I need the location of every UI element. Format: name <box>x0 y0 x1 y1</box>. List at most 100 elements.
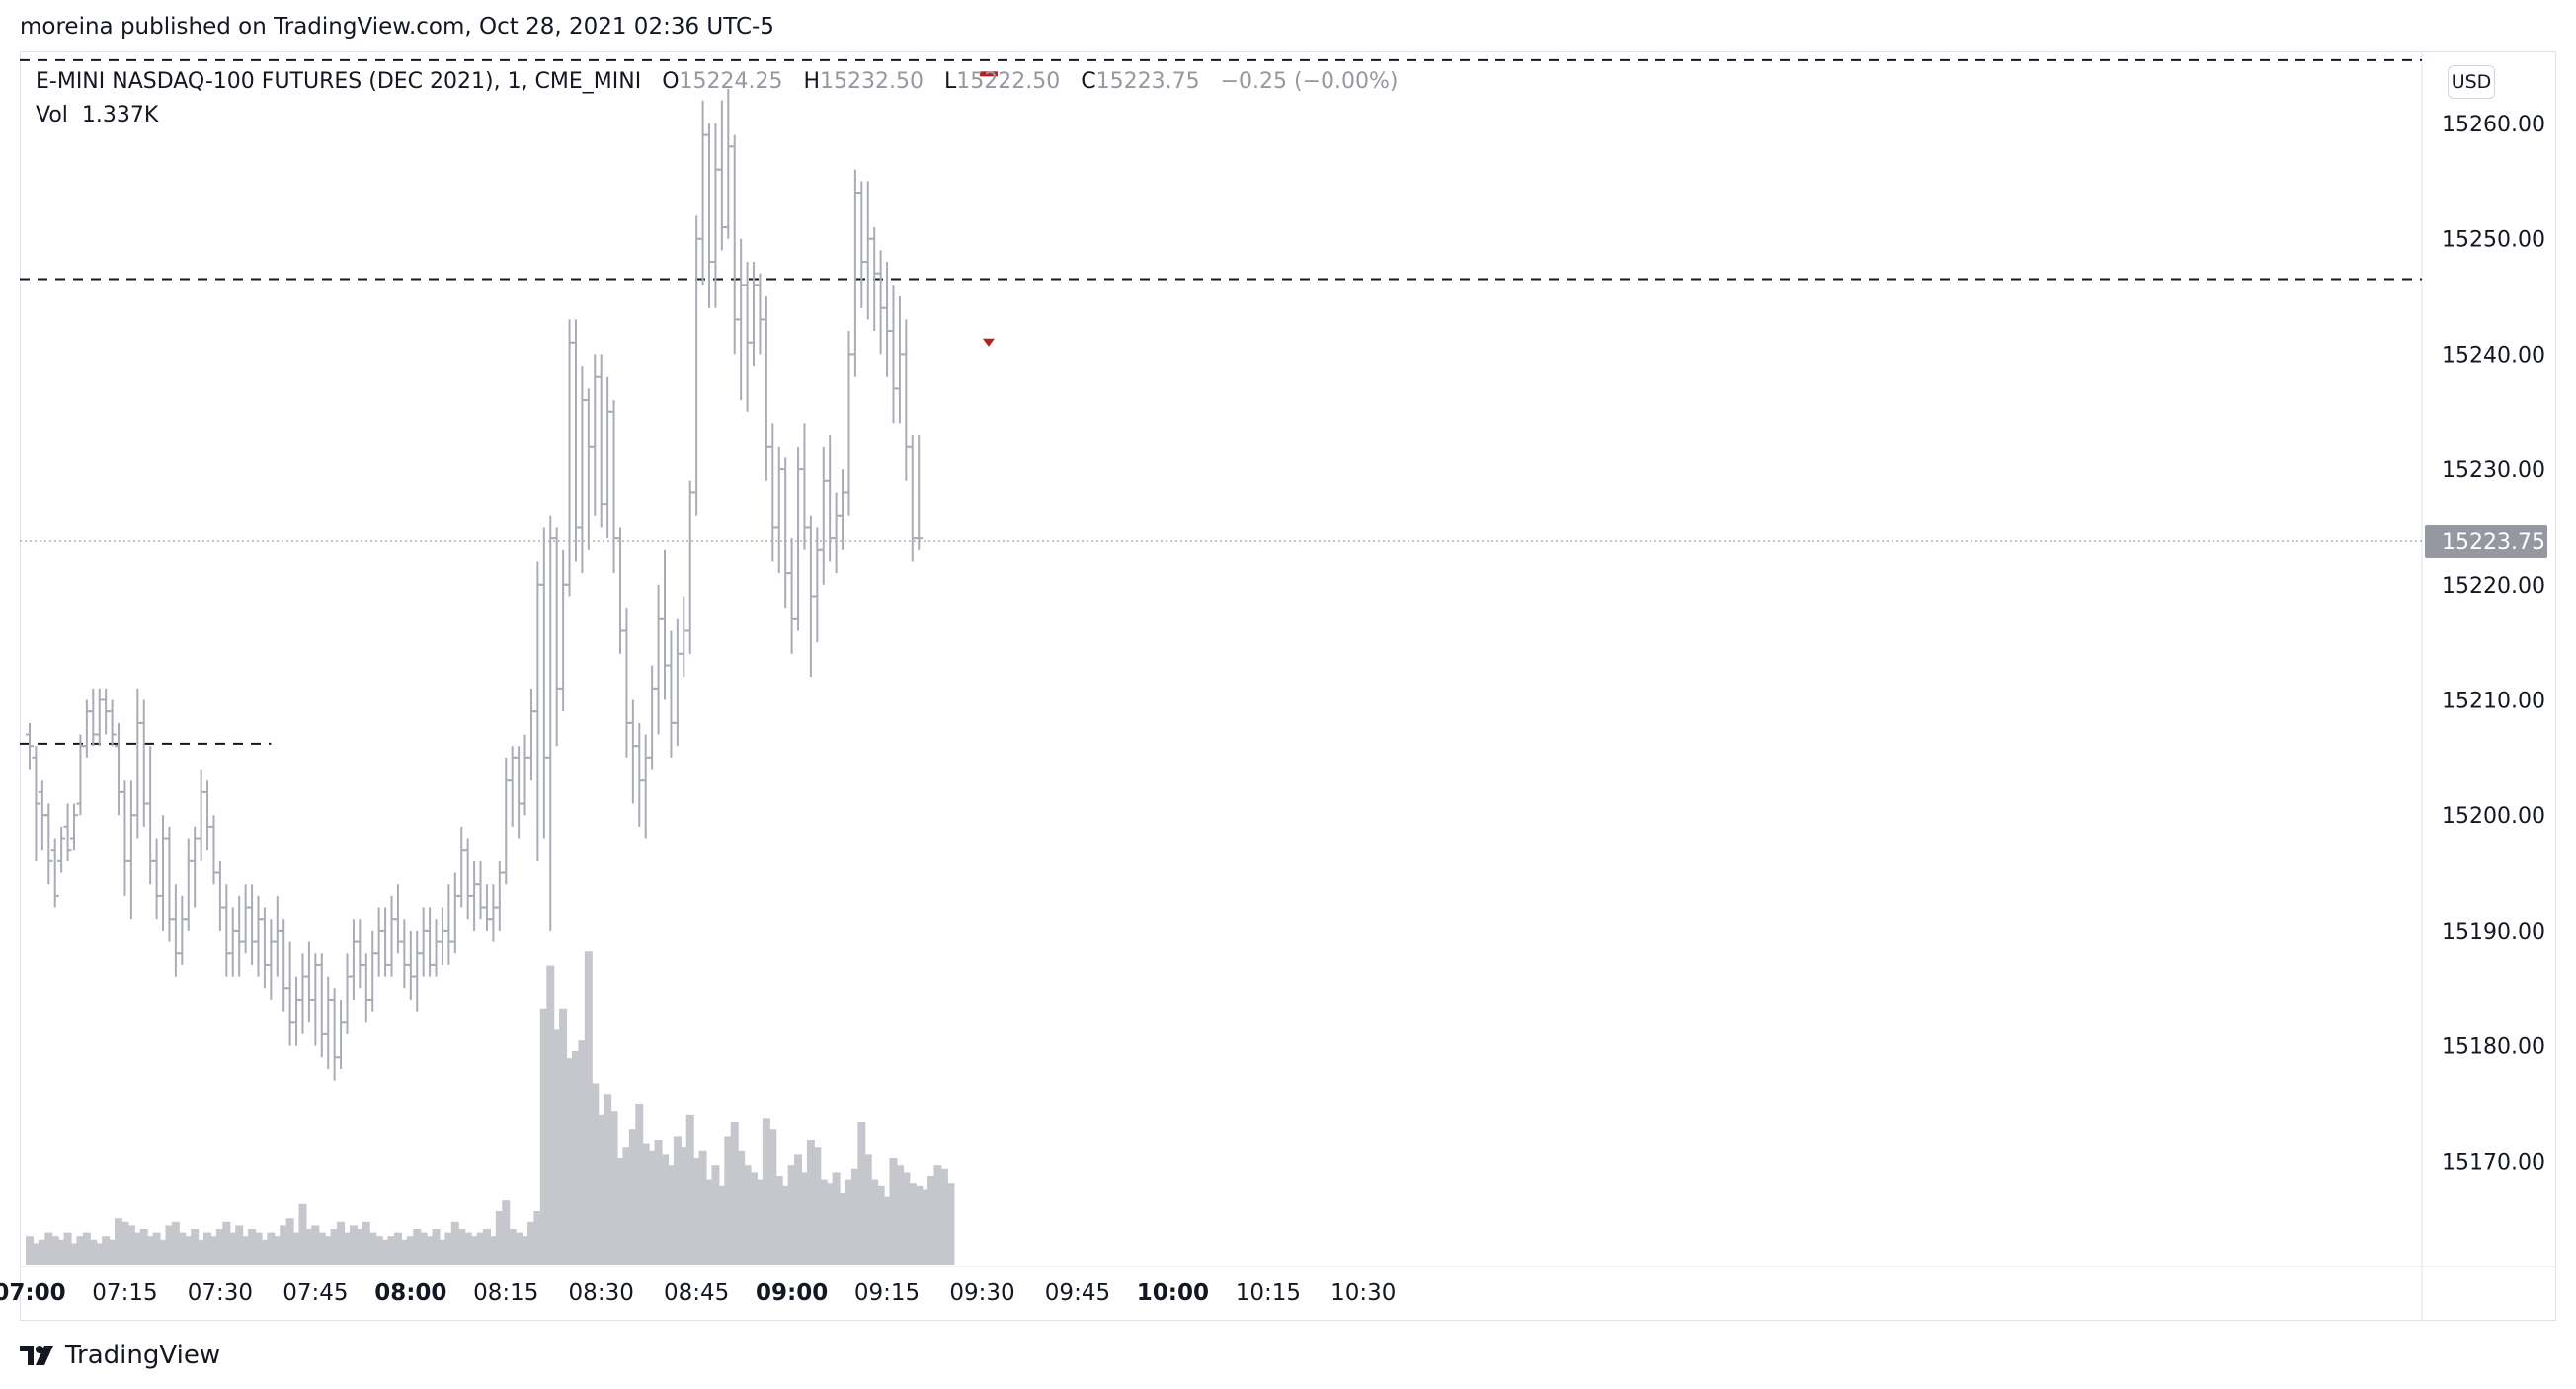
volume-bar <box>628 1129 637 1265</box>
ohlc-bar <box>267 919 276 1000</box>
ohlc-bar <box>591 354 600 516</box>
ohlc-bar <box>552 527 561 747</box>
time-tick-label: 10:15 <box>1236 1280 1301 1306</box>
ohlc-bar <box>559 549 568 712</box>
ohlc-bar <box>813 527 822 643</box>
volume-bar <box>89 1239 98 1265</box>
legend-symbol: E-MINI NASDAQ-100 FUTURES (DEC 2021), 1,… <box>36 69 642 94</box>
volume-bar <box>819 1179 828 1265</box>
price-tick-label: 15250.00 <box>2442 228 2545 253</box>
legend-close-value: 15223.75 <box>1095 69 1200 94</box>
ohlc-bar <box>32 746 40 861</box>
ohlc-bar <box>915 435 924 550</box>
volume-bar <box>832 1172 841 1265</box>
volume-bar <box>76 1236 85 1265</box>
volume-bar <box>730 1122 739 1265</box>
volume-bar <box>552 1029 561 1265</box>
ohlc-bar <box>622 608 631 758</box>
markers <box>979 71 998 347</box>
volume-bar <box>737 1150 746 1265</box>
ohlc-bar <box>44 803 53 885</box>
volume-bar <box>165 1225 174 1265</box>
volume-bar <box>457 1229 466 1265</box>
ohlc-bar <box>615 527 624 654</box>
ohlc-bar <box>876 250 885 355</box>
ohlc-bar <box>304 941 313 1023</box>
volume-bar <box>489 1236 498 1265</box>
volume-bar <box>438 1239 446 1265</box>
volume-bar <box>921 1189 929 1265</box>
price-axis: 15170.00 15180.00 15190.00 15200.00 15210.00… <box>2425 113 2547 1175</box>
volume-bar <box>139 1229 148 1265</box>
volume-bar <box>813 1147 822 1265</box>
volume-bar <box>292 1232 301 1265</box>
volume-bar <box>915 1185 924 1265</box>
volume-bar <box>133 1232 142 1265</box>
volume-bar <box>273 1236 282 1265</box>
tradingview-logo[interactable]: TradingView <box>20 1341 220 1370</box>
ohlc-bar <box>641 734 650 839</box>
volume-bar <box>126 1225 135 1265</box>
volume-bar <box>285 1218 294 1265</box>
publisher-note: moreina published on TradingView.com, Oc… <box>20 14 774 40</box>
ohlc-bar <box>285 941 294 1046</box>
price-tick-label: 15240.00 <box>2442 343 2545 368</box>
volume-bar <box>794 1154 803 1265</box>
ohlc-bar <box>387 895 396 977</box>
ohlc-bar <box>571 319 580 562</box>
ohlc-bar <box>222 884 231 977</box>
ohlc-bar <box>324 976 333 1069</box>
ohlc-bar <box>609 400 618 574</box>
ohlc-bar <box>374 907 383 977</box>
ohlc-bar <box>82 699 91 758</box>
price-tick-label: 15260.00 <box>2442 113 2545 137</box>
ohlc-bar <box>908 435 917 562</box>
volume-bar <box>267 1232 276 1265</box>
volume-bar <box>800 1172 809 1265</box>
volume-bar <box>845 1179 853 1265</box>
volume-bar <box>413 1229 422 1265</box>
legend-close-label: C <box>1081 69 1096 94</box>
legend-open-value: 15224.25 <box>679 69 783 94</box>
ohlc-bar <box>902 319 911 481</box>
legend-change: −0.25 (−0.00%) <box>1220 69 1399 94</box>
volume-bar <box>209 1236 218 1265</box>
volume-bar <box>108 1239 117 1265</box>
volume-bar <box>70 1243 79 1265</box>
volume-bar <box>362 1221 370 1265</box>
ohlc-bar <box>381 907 390 977</box>
volume-bar <box>597 1114 605 1265</box>
volume-bar <box>298 1203 307 1265</box>
volume-bar <box>419 1232 428 1265</box>
volume-bar <box>470 1236 479 1265</box>
volume-bar <box>895 1165 904 1265</box>
ohlc-bar <box>298 953 307 1034</box>
ohlc-bar <box>787 538 796 654</box>
volume-bar <box>571 1051 580 1265</box>
ohlc-bar <box>400 919 409 989</box>
ohlc-bar <box>895 296 904 424</box>
ohlc-bar <box>330 988 339 1081</box>
currency-button[interactable]: USD <box>2448 65 2495 99</box>
volume-bar <box>381 1239 390 1265</box>
chart-frame <box>20 51 2556 1321</box>
ohlc-bar <box>152 838 161 920</box>
volume-bar <box>946 1183 955 1265</box>
volume-bar <box>356 1229 364 1265</box>
ohlc-bar <box>419 907 428 977</box>
volume-bar <box>324 1236 333 1265</box>
series-legend: E-MINI NASDAQ-100 FUTURES (DEC 2021), 1,… <box>36 69 1399 94</box>
volume-bar <box>883 1196 892 1265</box>
volume-bar <box>482 1229 491 1265</box>
ohlc-bar <box>432 919 441 977</box>
volume-bar <box>756 1179 765 1265</box>
ohlc-bar <box>794 446 803 631</box>
volume-bar <box>604 1094 612 1265</box>
volume-bar <box>902 1172 911 1265</box>
volume-bar <box>584 951 593 1265</box>
volume-bar <box>63 1232 72 1265</box>
volume-bar <box>692 1158 701 1265</box>
time-axis: 07:00 07:15 07:30 07:45 08:00 08:15 08:30 08:45… <box>0 1280 1396 1306</box>
volume-bar <box>762 1118 770 1265</box>
